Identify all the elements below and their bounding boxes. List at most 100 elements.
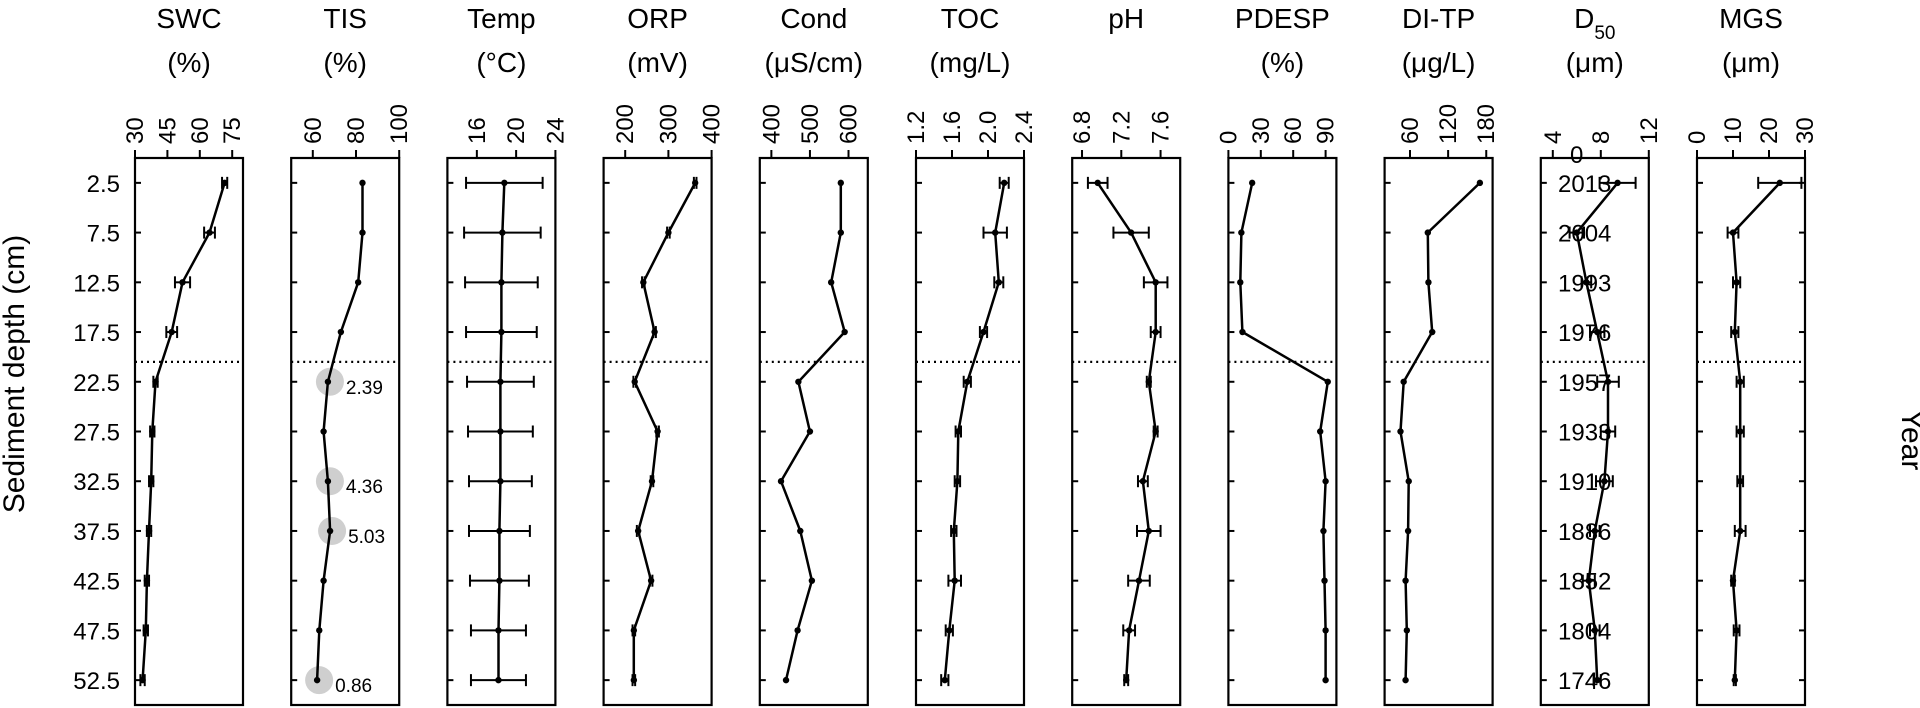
depth-tick-label: 32.5 <box>73 469 120 496</box>
data-point <box>1127 229 1135 236</box>
highlight-label: 5.03 <box>348 527 385 548</box>
depth-tick-label: 42.5 <box>73 569 120 596</box>
data-point <box>501 179 508 187</box>
data-point <box>1152 428 1159 435</box>
data-point <box>497 378 504 385</box>
data-point <box>1123 676 1130 684</box>
panel-unit: (μm) <box>1566 47 1624 78</box>
year-tick-label: 2013 <box>1558 171 1611 198</box>
data-point <box>1737 378 1744 385</box>
highlight-label: 2.39 <box>346 378 383 399</box>
data-point <box>1152 328 1159 336</box>
depth-tick-label: 17.5 <box>73 320 120 347</box>
data-point <box>1135 577 1143 584</box>
x-tick-label: 20 <box>503 117 530 144</box>
data-point <box>495 676 502 684</box>
panel-unit: (μS/cm) <box>765 47 864 78</box>
panel-swc: SWC (%) 30 45 60 75 <box>122 3 246 707</box>
data-point <box>1403 627 1411 634</box>
data-point <box>142 627 149 634</box>
data-point <box>777 478 785 485</box>
x-tick-label: 180 <box>1473 104 1500 144</box>
data-point <box>1601 478 1608 485</box>
data-point <box>651 328 658 336</box>
data-point <box>1604 378 1612 385</box>
data-point <box>139 676 146 684</box>
x-tick-label: 80 <box>343 117 370 144</box>
x-tick-label: 2.4 <box>1011 111 1038 144</box>
data-point <box>1321 577 1328 584</box>
depth-tick-label: 37.5 <box>73 519 120 546</box>
panel-frame <box>758 156 869 707</box>
x-tick-label: 400 <box>699 104 726 144</box>
panel-toc: TOC (mg/L) 1.2 1.6 2.0 2.4 <box>903 3 1038 707</box>
data-point <box>359 179 366 187</box>
data-point <box>497 478 504 485</box>
data-point <box>665 229 672 236</box>
x-tick-label: 400 <box>758 104 785 144</box>
panel-title: TOC <box>941 3 1000 34</box>
data-point <box>168 328 175 336</box>
data-point <box>1731 328 1739 336</box>
x-tick-label: 60 <box>1397 117 1424 144</box>
series-line <box>943 182 1006 681</box>
data-point <box>1425 279 1432 286</box>
x-tick-label: 30 <box>1248 117 1275 144</box>
data-point <box>827 279 835 286</box>
data-point <box>1322 676 1329 684</box>
data-point <box>1139 478 1147 485</box>
x-tick-label: 60 <box>1280 117 1307 144</box>
x-tick-label: 20 <box>1756 117 1783 144</box>
x-tick-label: 7.6 <box>1148 111 1175 144</box>
data-point <box>691 179 699 187</box>
data-point <box>631 378 638 385</box>
year-axis-zero-label: 0 <box>1570 142 1583 169</box>
data-point <box>1145 378 1152 385</box>
data-point <box>808 577 816 584</box>
data-point <box>359 229 366 236</box>
panel-title: TIS <box>323 3 367 34</box>
data-point <box>1591 527 1599 535</box>
x-tick-label: 0 <box>1684 131 1711 144</box>
data-point <box>498 328 505 336</box>
data-point <box>634 527 642 535</box>
x-tick-label: 2.0 <box>975 111 1002 144</box>
panel-title: PDESP <box>1235 3 1330 34</box>
data-point <box>496 577 503 584</box>
data-point <box>1733 279 1740 286</box>
data-point <box>1324 378 1331 385</box>
data-point <box>992 229 999 236</box>
data-point <box>630 676 638 684</box>
highlight-label: 0.86 <box>335 676 372 697</box>
data-point <box>1320 527 1327 535</box>
data-point <box>1737 478 1744 485</box>
data-point <box>1239 328 1246 336</box>
panel-frame <box>290 156 401 707</box>
x-tick-label: 90 <box>1313 117 1340 144</box>
depth-tick-label: 12.5 <box>73 270 120 297</box>
data-point <box>495 627 502 634</box>
x-tick-label: 45 <box>154 117 181 144</box>
x-tick-label: 24 <box>542 117 569 144</box>
data-point <box>1094 179 1101 187</box>
x-tick-label: 75 <box>219 117 246 144</box>
series-line <box>1096 182 1157 681</box>
data-point <box>980 328 987 336</box>
year-tick-label: 1957 <box>1558 370 1611 397</box>
data-point <box>1429 328 1436 336</box>
x-tick-label: 500 <box>797 104 824 144</box>
data-point <box>951 577 958 584</box>
data-point <box>837 229 844 236</box>
data-point <box>806 428 814 435</box>
data-point <box>1733 627 1740 634</box>
panels-group: 2.520137.5200412.5199317.5197622.5195727… <box>73 3 1819 707</box>
data-point <box>1405 478 1412 485</box>
data-point <box>1776 179 1784 187</box>
data-point <box>148 478 155 485</box>
x-tick-label: 120 <box>1435 104 1462 144</box>
x-tick-label: 7.2 <box>1108 111 1135 144</box>
panel-title: ORP <box>627 3 688 34</box>
x-tick-label: 60 <box>187 117 214 144</box>
data-point <box>143 577 151 584</box>
series-line <box>1239 182 1330 681</box>
